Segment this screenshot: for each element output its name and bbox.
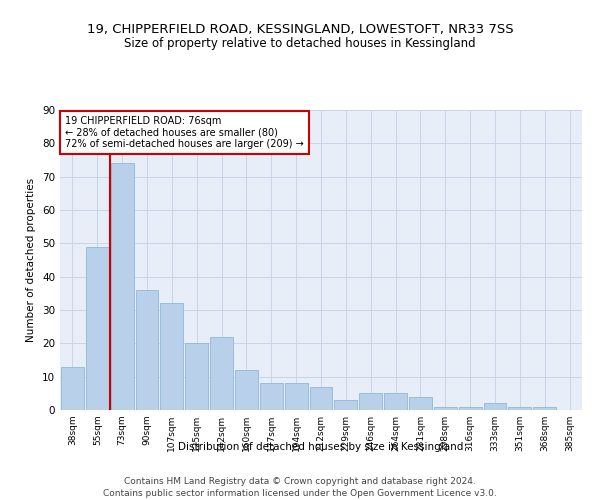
Text: 19, CHIPPERFIELD ROAD, KESSINGLAND, LOWESTOFT, NR33 7SS: 19, CHIPPERFIELD ROAD, KESSINGLAND, LOWE…: [86, 22, 514, 36]
Text: Contains HM Land Registry data © Crown copyright and database right 2024.: Contains HM Land Registry data © Crown c…: [124, 478, 476, 486]
Bar: [459, 406, 482, 410]
Text: Contains public sector information licensed under the Open Government Licence v3: Contains public sector information licen…: [103, 489, 497, 498]
Bar: [310, 386, 332, 410]
Bar: [185, 344, 208, 410]
Bar: [484, 404, 506, 410]
Text: 19 CHIPPERFIELD ROAD: 76sqm
← 28% of detached houses are smaller (80)
72% of sem: 19 CHIPPERFIELD ROAD: 76sqm ← 28% of det…: [65, 116, 304, 149]
Bar: [508, 406, 531, 410]
Bar: [434, 406, 457, 410]
Y-axis label: Number of detached properties: Number of detached properties: [26, 178, 37, 342]
Bar: [409, 396, 432, 410]
Bar: [160, 304, 183, 410]
Bar: [86, 246, 109, 410]
Bar: [334, 400, 357, 410]
Bar: [210, 336, 233, 410]
Text: Distribution of detached houses by size in Kessingland: Distribution of detached houses by size …: [178, 442, 464, 452]
Bar: [285, 384, 308, 410]
Bar: [111, 164, 134, 410]
Text: Size of property relative to detached houses in Kessingland: Size of property relative to detached ho…: [124, 38, 476, 51]
Bar: [260, 384, 283, 410]
Bar: [61, 366, 84, 410]
Bar: [235, 370, 258, 410]
Bar: [533, 406, 556, 410]
Bar: [359, 394, 382, 410]
Bar: [136, 290, 158, 410]
Bar: [384, 394, 407, 410]
